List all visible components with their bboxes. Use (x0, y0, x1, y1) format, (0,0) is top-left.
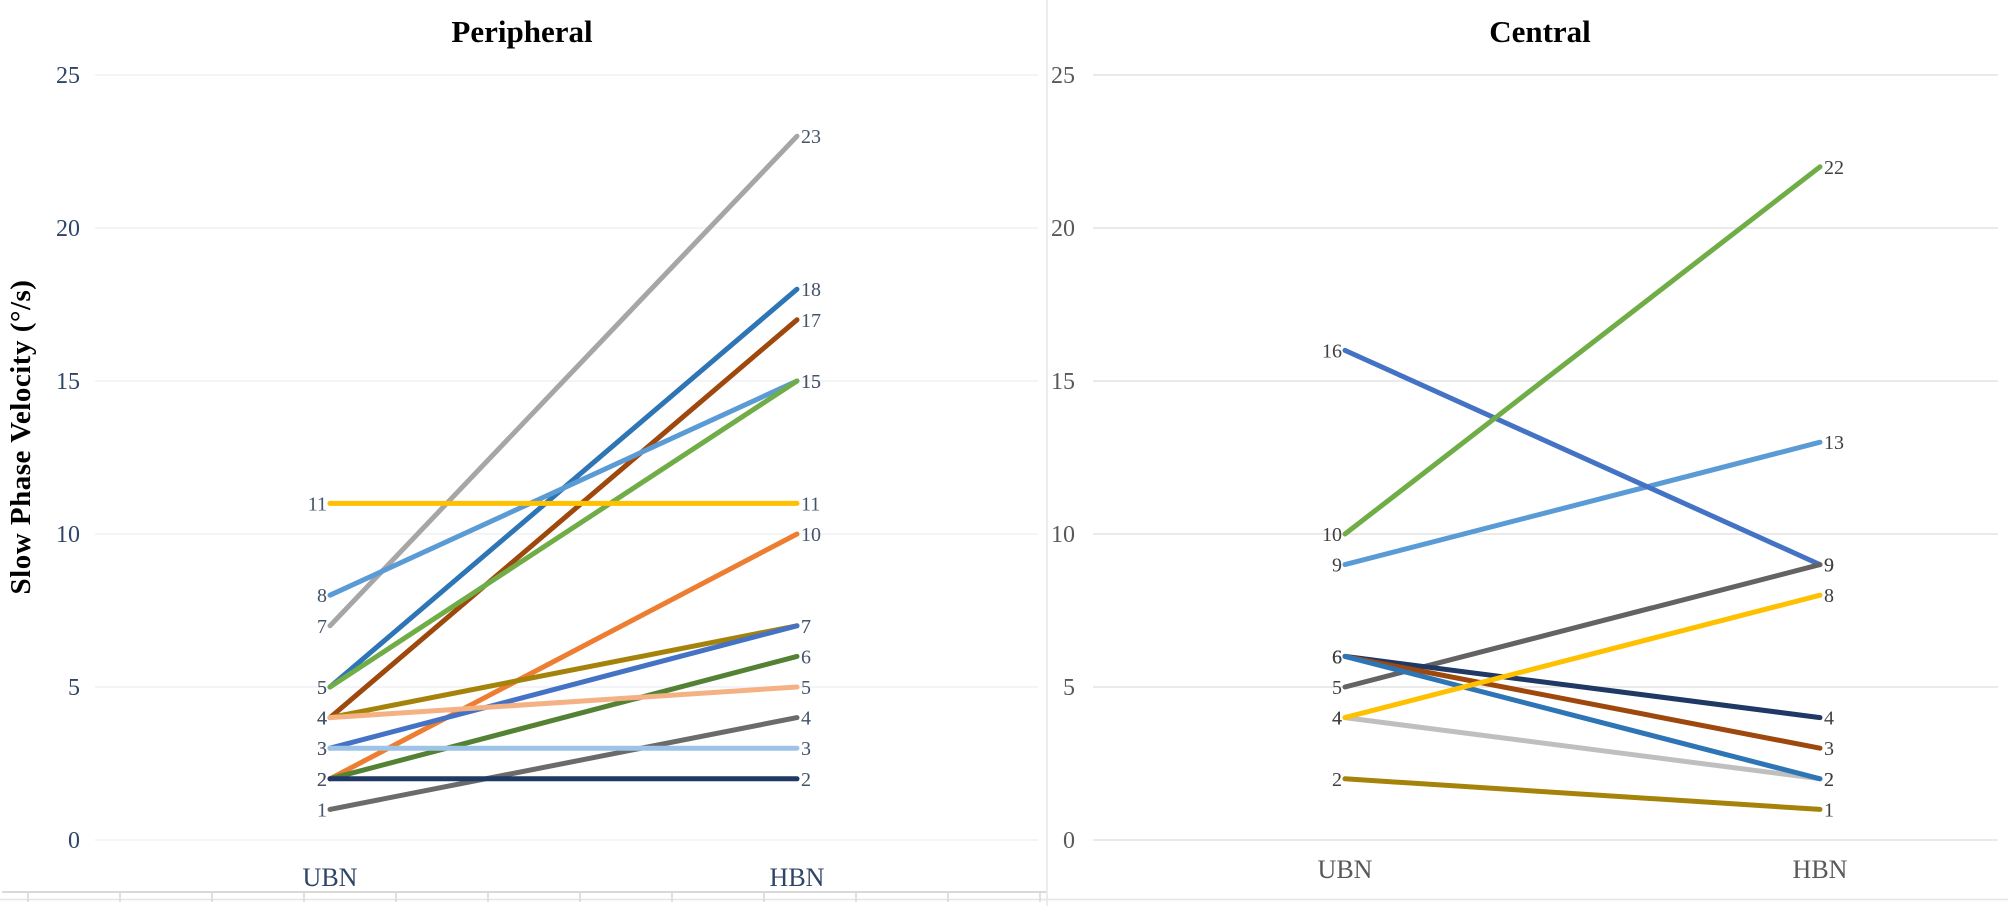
point-label-hbn: 4 (801, 708, 811, 730)
point-label-ubn: 4 (1332, 708, 1342, 730)
point-label-ubn: 7 (317, 616, 327, 638)
point-label-ubn: 6 (1332, 646, 1342, 668)
point-label-hbn: 3 (1824, 738, 1834, 760)
point-label-hbn: 15 (801, 371, 821, 393)
x-category-label: UBN (1318, 855, 1373, 884)
y-axis-title: Slow Phase Velocity (°/s) (5, 280, 37, 595)
series-line-orange (327, 531, 800, 782)
y-tick-label: 20 (56, 216, 80, 242)
y-tick-label: 15 (1051, 369, 1075, 395)
chart-title-central: Central (1489, 14, 1591, 49)
series-line-sky-blue (327, 378, 800, 598)
point-label-hbn: 2 (801, 769, 811, 791)
point-label-hbn: 9 (1824, 555, 1834, 577)
series-line-steel-blue (1342, 653, 1823, 782)
point-label-ubn: 4 (1332, 708, 1342, 730)
chart-title-peripheral: Peripheral (451, 14, 593, 49)
point-label-ubn: 5 (317, 677, 327, 699)
point-label-ubn: 1 (317, 799, 327, 821)
point-label-ubn: 11 (308, 493, 327, 515)
y-tick-label: 10 (1051, 522, 1075, 548)
series-line-salmon (327, 684, 800, 721)
series-line-dark-gold (1342, 776, 1823, 812)
point-label-hbn: 7 (801, 616, 811, 638)
y-tick-label: 10 (56, 522, 80, 548)
point-label-ubn: 5 (1332, 677, 1342, 699)
point-label-ubn: 4 (317, 708, 327, 730)
series-line-navy (1342, 653, 1823, 721)
point-label-ubn: 10 (1322, 524, 1342, 546)
point-label-hbn: 4 (1824, 708, 1834, 730)
point-label-ubn: 16 (1322, 340, 1342, 362)
series-line-dark-gray (327, 715, 800, 812)
y-tick-label: 0 (1063, 828, 1075, 854)
series-line-gray (327, 133, 800, 629)
series-line-green (1342, 164, 1823, 537)
point-label-ubn: 5 (317, 677, 327, 699)
x-category-label: UBN (303, 863, 358, 892)
y-tick-label: 0 (68, 828, 80, 854)
series-line-dark-green (327, 653, 800, 782)
point-label-hbn: 9 (1824, 555, 1834, 577)
series-line-yellow (1342, 592, 1823, 721)
series-line-dark-red (327, 317, 800, 721)
point-label-hbn: 17 (801, 310, 821, 332)
y-tick-label: 25 (56, 63, 80, 89)
point-label-ubn: 6 (1332, 646, 1342, 668)
point-label-hbn: 8 (1824, 585, 1834, 607)
point-label-hbn: 2 (1824, 769, 1834, 791)
series-line-dark-red (1342, 653, 1823, 751)
point-label-ubn: 2 (317, 769, 327, 791)
point-label-ubn: 3 (317, 738, 327, 760)
point-label-ubn: 2 (317, 769, 327, 791)
point-label-ubn: 4 (317, 708, 327, 730)
point-label-ubn: 9 (1332, 555, 1342, 577)
series-line-royal-blue (1342, 347, 1823, 568)
point-label-ubn: 2 (317, 769, 327, 791)
point-label-ubn: 4 (317, 708, 327, 730)
point-label-hbn: 15 (801, 371, 821, 393)
y-tick-label: 15 (56, 369, 80, 395)
point-label-hbn: 7 (801, 616, 811, 638)
series-line-light-gray (1342, 715, 1823, 782)
series-line-green (327, 378, 800, 690)
point-label-hbn: 2 (1824, 769, 1834, 791)
point-label-ubn: 3 (317, 738, 327, 760)
point-label-ubn: 2 (1332, 769, 1342, 791)
point-label-hbn: 23 (801, 126, 821, 148)
point-label-ubn: 8 (317, 585, 327, 607)
x-category-label: HBN (1793, 855, 1848, 884)
y-tick-label: 5 (1063, 675, 1075, 701)
x-category-label: HBN (770, 863, 825, 892)
series-line-royal-blue (327, 623, 800, 751)
point-label-hbn: 3 (801, 738, 811, 760)
point-label-hbn: 1 (1824, 799, 1834, 821)
y-tick-label: 25 (1051, 63, 1075, 89)
point-label-hbn: 11 (801, 493, 820, 515)
point-label-hbn: 6 (801, 646, 811, 668)
point-label-ubn: 6 (1332, 646, 1342, 668)
point-label-hbn: 10 (801, 524, 821, 546)
y-tick-label: 5 (68, 675, 80, 701)
point-label-hbn: 18 (801, 279, 821, 301)
series-line-sky-blue (1342, 439, 1823, 568)
point-label-hbn: 22 (1824, 157, 1844, 179)
point-label-hbn: 5 (801, 677, 811, 699)
y-tick-label: 20 (1051, 216, 1075, 242)
series-line-dark-gold (327, 623, 800, 721)
point-label-hbn: 13 (1824, 432, 1844, 454)
